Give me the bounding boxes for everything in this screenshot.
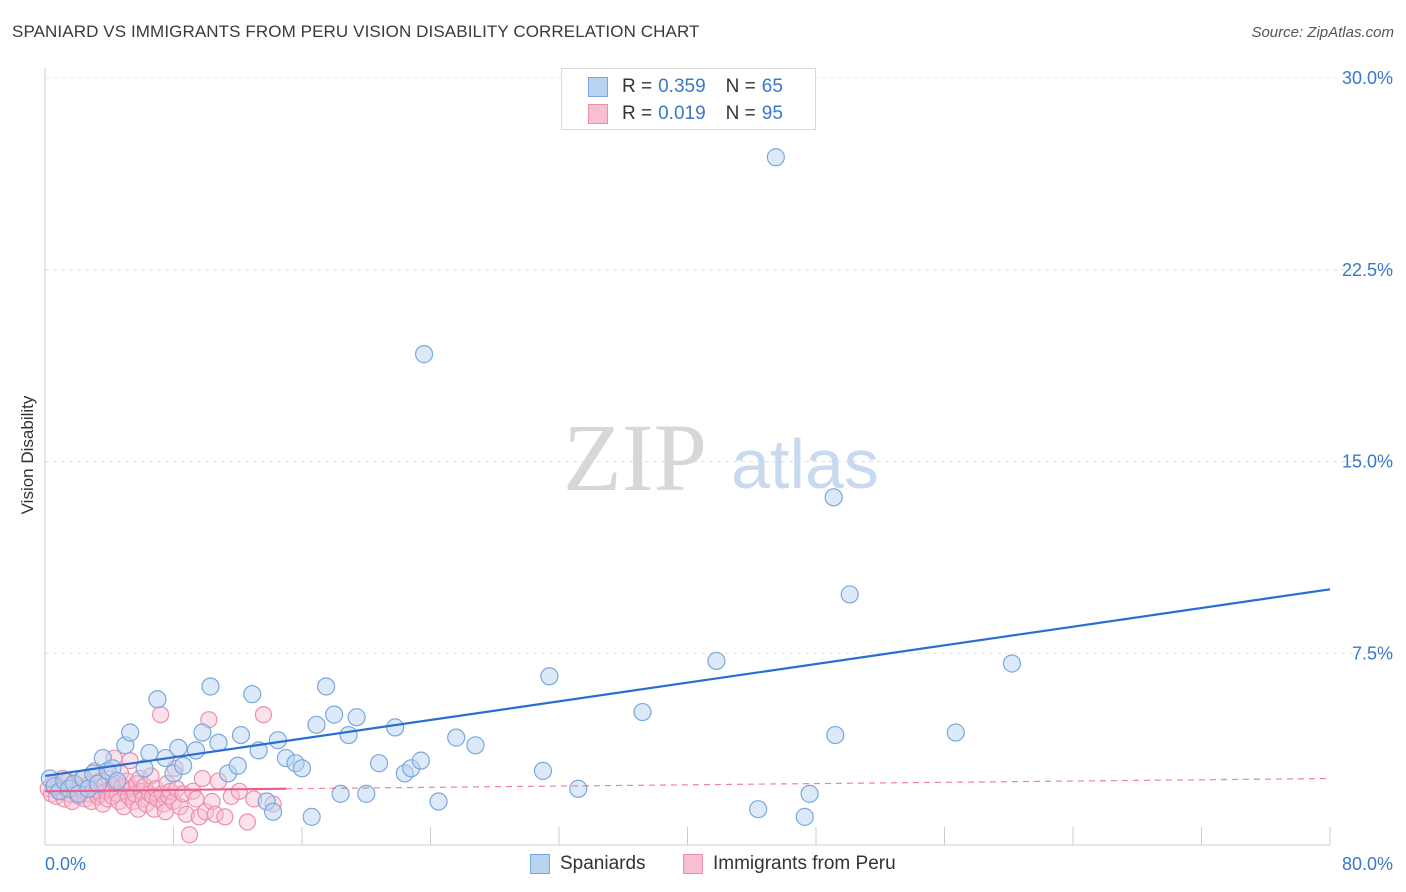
spaniards-point xyxy=(414,345,434,364)
spaniards-point xyxy=(325,705,344,724)
spaniards-point xyxy=(466,736,485,755)
spaniards-point xyxy=(569,779,588,798)
grid xyxy=(45,77,1395,654)
spaniards-trend-line xyxy=(44,588,1331,778)
peru-point xyxy=(177,805,195,823)
spaniards-point xyxy=(243,685,262,704)
spaniards-point xyxy=(174,756,193,775)
spaniards-point xyxy=(263,802,283,821)
legend-row-peru: R = 0.019 N = 95 xyxy=(588,102,783,126)
peru-legend-icon xyxy=(683,854,703,874)
spaniards-point xyxy=(540,667,559,686)
spaniards-point xyxy=(386,718,405,737)
spaniards-point xyxy=(292,759,312,778)
bottom-legend-peru-label: Immigrants from Peru xyxy=(713,853,896,874)
spaniards-point xyxy=(169,738,188,757)
peru-point xyxy=(152,706,170,724)
spaniards-point xyxy=(316,677,336,696)
spaniards-point xyxy=(357,784,376,803)
spaniards-point xyxy=(231,725,251,745)
legend-peru-r: 0.019 xyxy=(658,103,706,124)
peru-point xyxy=(206,805,224,823)
spaniards-point xyxy=(121,723,140,742)
spaniards-point xyxy=(302,807,321,826)
spaniards-point xyxy=(795,807,814,826)
y-axis-label: Vision Disability xyxy=(18,395,37,515)
spaniards-point xyxy=(411,751,430,770)
x-tick-label-max: 80.0% xyxy=(1342,854,1393,874)
tick-labels: 7.5% 15.0% 22.5% 30.0% 0.0% 80.0% xyxy=(45,68,1393,874)
spaniards-point xyxy=(749,800,768,819)
legend-spaniards-n: 65 xyxy=(761,76,783,97)
peru-point xyxy=(254,706,273,724)
peru-point xyxy=(230,782,248,800)
legend-peru-n: 95 xyxy=(761,103,783,124)
spaniards-point xyxy=(307,715,326,734)
legend-r-label: R = xyxy=(622,76,653,97)
spaniards-point xyxy=(347,708,366,727)
spaniards-point xyxy=(533,761,553,780)
spaniards-legend-icon xyxy=(530,854,550,874)
y-tick-label: 30.0% xyxy=(1342,68,1393,88)
spaniards-point xyxy=(800,784,819,803)
spaniards-point xyxy=(186,741,206,760)
bottom-legend-spaniards-label: Spaniards xyxy=(560,853,646,874)
peru-point xyxy=(145,800,163,818)
legend-n-label: N = xyxy=(725,76,756,97)
axes xyxy=(44,68,1331,846)
spaniards-point xyxy=(633,702,652,722)
spaniards-swatch-icon xyxy=(588,77,608,97)
correlation-legend: R = 0.359 N = 65 R = 0.019 N = 95 xyxy=(561,68,816,130)
legend-r-label: R = xyxy=(622,103,653,124)
spaniards-point xyxy=(824,488,843,507)
spaniards-point xyxy=(429,792,448,811)
watermark-zip: ZIP xyxy=(563,404,707,511)
peru-point xyxy=(193,769,212,788)
spaniards-point xyxy=(193,723,212,742)
spaniards-point xyxy=(201,677,220,696)
spaniards-point xyxy=(228,756,247,775)
spaniards-point xyxy=(826,725,845,745)
spaniards-point xyxy=(840,585,859,604)
spaniards-point xyxy=(707,651,726,671)
spaniards-point xyxy=(1002,654,1022,673)
bottom-legend-spaniards: Spaniards xyxy=(530,852,646,876)
peru-point xyxy=(180,826,199,844)
peru-point xyxy=(238,813,256,831)
peru-point xyxy=(216,808,234,826)
spaniards-point xyxy=(339,725,358,745)
watermark: ZIP atlas xyxy=(563,404,879,511)
peru-point xyxy=(197,803,215,821)
peru-trend-line xyxy=(44,787,286,793)
legend-n-label: N = xyxy=(725,103,756,124)
spaniards-point xyxy=(447,728,466,747)
x-tick-label-min: 0.0% xyxy=(45,854,86,874)
chart-title: SPANIARD VS IMMIGRANTS FROM PERU VISION … xyxy=(12,22,700,41)
y-tick-label: 22.5% xyxy=(1342,260,1393,280)
peru-trend-extension xyxy=(285,777,1331,790)
peru-point xyxy=(203,792,221,811)
spaniards-point xyxy=(946,723,965,742)
spaniards-point xyxy=(88,774,108,793)
spaniards-point xyxy=(108,771,127,791)
source-label: Source: ZipAtlas.com xyxy=(1251,24,1394,41)
trend-lines xyxy=(44,588,1331,793)
spaniards-point xyxy=(370,754,389,773)
y-tick-label: 15.0% xyxy=(1342,452,1393,472)
watermark-atlas: atlas xyxy=(731,425,879,503)
y-tick-label: 7.5% xyxy=(1352,643,1393,663)
spaniards-point xyxy=(331,784,350,803)
legend-row-spaniards: R = 0.359 N = 65 xyxy=(588,75,783,99)
peru-swatch-icon xyxy=(588,104,608,124)
legend-spaniards-r: 0.359 xyxy=(658,76,706,97)
spaniards-point xyxy=(766,148,785,167)
spaniards-point xyxy=(209,733,228,752)
spaniards-points xyxy=(40,148,1022,826)
spaniards-point xyxy=(148,690,167,709)
bottom-legend-peru: Immigrants from Peru xyxy=(683,852,896,876)
